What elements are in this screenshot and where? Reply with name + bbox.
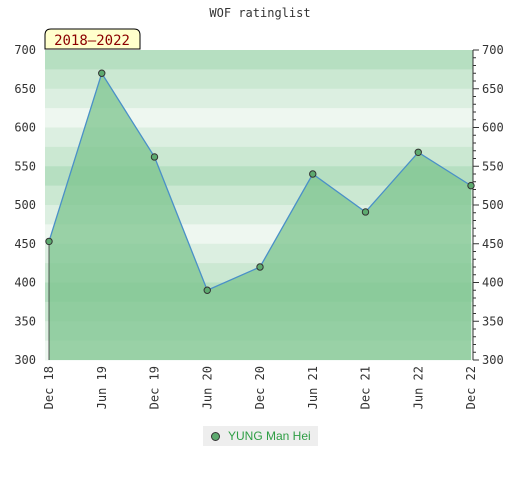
y-tick-label: 600 [14, 121, 36, 135]
right-y-tick-label: 700 [482, 43, 504, 57]
data-point [150, 153, 159, 161]
right-y-tick-label: 400 [482, 276, 504, 290]
y-tick-label: 650 [14, 82, 36, 96]
period-badge: 2018–2022 [44, 28, 141, 50]
legend: YUNG Man Hei [203, 426, 318, 446]
data-point [414, 148, 422, 157]
x-tick-label: Jun 21 [306, 366, 320, 409]
x-tick-label: Jun 19 [95, 366, 109, 409]
right-y-tick-label: 500 [482, 198, 504, 212]
left-axis: 300 350 400 450 500 550 600 650 700 [14, 43, 36, 367]
x-axis: Dec 18 Jun 19 Dec 19 Jun 20 Dec 20 Jun 21 Dec … [42, 366, 478, 409]
right-y-tick-label: 300 [482, 353, 504, 367]
right-y-tick-label: 350 [482, 314, 504, 328]
chart-title: WOF ratinglist [209, 6, 310, 20]
y-tick-label: 450 [14, 237, 36, 251]
right-y-tick-label: 600 [482, 121, 504, 135]
background-band [45, 69, 473, 90]
y-tick-label: 500 [14, 198, 36, 212]
background-band [45, 88, 473, 109]
data-point [467, 181, 475, 190]
right-y-tick-label: 650 [482, 82, 504, 96]
background-band [45, 50, 473, 70]
data-point [309, 170, 317, 178]
x-tick-label: Dec 21 [359, 366, 373, 409]
data-point [203, 286, 211, 294]
right-axis: 300 350 400 450 500 550 600 650 700 [472, 43, 504, 367]
data-point [45, 237, 53, 246]
x-tick-label: Dec 18 [42, 366, 56, 409]
x-tick-label: Dec 19 [148, 366, 162, 409]
series-area-fill [49, 73, 471, 360]
background-band [45, 127, 473, 148]
legend-marker-icon [211, 431, 220, 441]
data-points [45, 69, 475, 294]
y-tick-label: 550 [14, 159, 36, 173]
data-point [98, 69, 106, 77]
legend-series-name: YUNG Man Hei [228, 429, 311, 443]
data-point [256, 263, 264, 271]
period-label: 2018–2022 [54, 33, 130, 49]
y-tick-label: 300 [14, 353, 36, 367]
y-tick-label: 350 [14, 314, 36, 328]
y-tick-label: 400 [14, 276, 36, 290]
y-tick-label: 700 [14, 43, 36, 57]
data-point [361, 208, 370, 216]
x-tick-label: Dec 20 [253, 366, 267, 409]
x-tick-label: Jun 20 [200, 366, 214, 409]
right-y-tick-label: 550 [482, 159, 504, 173]
background-band [45, 108, 473, 128]
right-y-tick-label: 450 [482, 237, 504, 251]
x-tick-label: Jun 22 [411, 366, 425, 409]
x-tick-label: Dec 22 [464, 366, 478, 409]
